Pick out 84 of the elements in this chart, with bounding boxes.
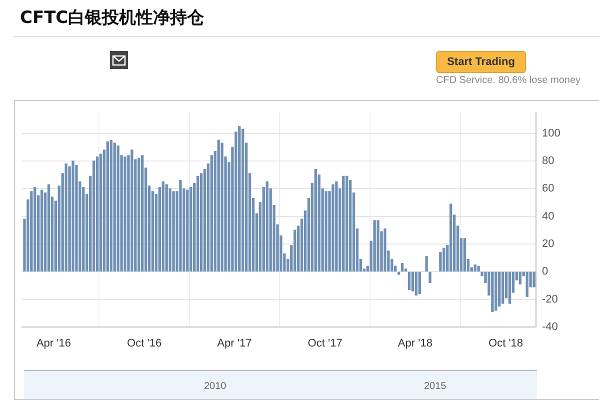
bar bbox=[346, 176, 348, 272]
bar bbox=[491, 272, 494, 312]
bar bbox=[425, 256, 428, 272]
bar bbox=[238, 126, 241, 272]
bar bbox=[518, 272, 522, 284]
x-tick-label: Apr '16 bbox=[36, 338, 71, 350]
x-tick-label: Oct '16 bbox=[127, 338, 162, 350]
bar bbox=[200, 173, 203, 272]
bar bbox=[40, 190, 44, 272]
bar bbox=[408, 272, 411, 290]
bar bbox=[116, 145, 120, 272]
bar bbox=[34, 186, 36, 272]
y-tick-label: -40 bbox=[542, 321, 558, 334]
bar bbox=[47, 184, 50, 272]
y-tick-label: 60 bbox=[542, 182, 554, 195]
bar bbox=[400, 263, 404, 272]
bar bbox=[110, 140, 112, 272]
bar bbox=[414, 272, 418, 296]
x-tick-label: Apr '18 bbox=[398, 338, 432, 350]
bar bbox=[266, 181, 268, 272]
bar bbox=[418, 272, 421, 294]
bar bbox=[113, 142, 116, 272]
bar bbox=[220, 142, 224, 272]
bar bbox=[526, 272, 528, 297]
bar bbox=[124, 156, 126, 272]
text: CFD Service. 80.6% lose money bbox=[436, 75, 581, 86]
bar bbox=[196, 176, 200, 272]
y-tick-label: 40 bbox=[542, 210, 554, 222]
bar bbox=[141, 155, 144, 272]
text: Start Trading bbox=[436, 51, 526, 73]
bar bbox=[428, 272, 432, 284]
bar bbox=[179, 180, 182, 272]
bar bbox=[335, 181, 338, 272]
bar bbox=[332, 184, 334, 272]
x-tick-label: Oct '17 bbox=[308, 338, 342, 350]
bar bbox=[242, 128, 244, 272]
bar bbox=[342, 176, 345, 272]
bar bbox=[439, 252, 442, 272]
bar bbox=[162, 181, 164, 272]
bar bbox=[72, 160, 74, 272]
y-tick-label: 20 bbox=[542, 238, 554, 250]
bar bbox=[138, 158, 140, 272]
bar bbox=[398, 272, 400, 275]
bar bbox=[186, 190, 189, 272]
bar bbox=[463, 238, 466, 272]
chart-title: CFTC白银投机性净持仓 bbox=[20, 7, 204, 29]
bar bbox=[106, 141, 109, 272]
bar bbox=[384, 228, 386, 272]
bar bbox=[294, 230, 296, 272]
y-tick-label: 100 bbox=[542, 127, 560, 140]
bar bbox=[210, 155, 213, 272]
bar bbox=[450, 204, 452, 272]
bar bbox=[190, 186, 192, 272]
bar bbox=[130, 150, 134, 272]
bar bbox=[92, 160, 96, 272]
bar bbox=[314, 168, 317, 272]
bar bbox=[172, 191, 175, 272]
bar bbox=[494, 272, 498, 311]
bar bbox=[217, 140, 220, 272]
bar bbox=[477, 266, 480, 272]
bar bbox=[442, 248, 446, 272]
y-tick-label: 80 bbox=[542, 155, 554, 168]
navigator-strip: 2010 2015 bbox=[24, 370, 537, 399]
bar bbox=[64, 163, 68, 272]
bar bbox=[348, 180, 352, 272]
y-tick-label: 0 bbox=[542, 266, 548, 278]
bar bbox=[474, 264, 476, 272]
bar bbox=[99, 154, 102, 272]
bar bbox=[168, 188, 172, 272]
bar bbox=[373, 220, 376, 272]
y-tick-label: -20 bbox=[542, 293, 558, 306]
bar bbox=[411, 272, 414, 292]
bar bbox=[165, 184, 168, 272]
bar bbox=[498, 272, 501, 307]
bar bbox=[532, 272, 536, 288]
bar bbox=[501, 272, 504, 304]
bar bbox=[30, 191, 33, 272]
x-tick-label: Oct '18 bbox=[488, 338, 524, 350]
bar bbox=[376, 220, 380, 272]
bar bbox=[96, 156, 99, 272]
bar bbox=[75, 164, 78, 272]
x-tick-label: Apr '17 bbox=[217, 338, 252, 350]
bar bbox=[508, 272, 512, 304]
bar bbox=[324, 191, 328, 272]
